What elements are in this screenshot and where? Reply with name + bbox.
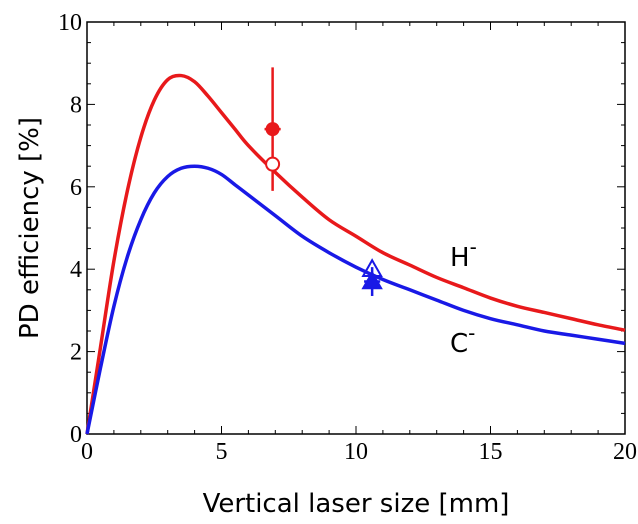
data-points — [264, 67, 383, 296]
label-h-base: H — [450, 243, 470, 273]
label-c-minus: C- — [450, 321, 475, 359]
x-tick-label: 20 — [613, 439, 637, 465]
y-tick-label: 0 — [70, 422, 82, 448]
y-axis-title: PD efficiency [%] — [15, 117, 45, 339]
y-tick-label: 10 — [58, 10, 82, 36]
label-h-sup: - — [470, 235, 477, 259]
label-c-base: C — [450, 329, 468, 359]
series-line-h — [85, 73, 626, 435]
curves — [85, 73, 626, 435]
point-open-triangle — [361, 258, 383, 277]
x-tick-label: 0 — [81, 439, 93, 465]
y-tick-label: 8 — [70, 92, 82, 118]
x-tick-label: 10 — [344, 439, 368, 465]
y-tick-label: 6 — [70, 175, 82, 201]
y-tick-label: 2 — [70, 340, 82, 366]
plot-frame — [86, 21, 626, 435]
series-line-c — [85, 164, 626, 435]
tick-labels: 0 5 10 15 20 0 2 4 6 8 10 — [58, 10, 637, 465]
x-tick-label: 15 — [479, 439, 503, 465]
x-tick-label: 5 — [216, 439, 228, 465]
x-axis-title: Vertical laser size [mm] — [203, 489, 510, 519]
y-tick-label: 4 — [70, 257, 82, 283]
point-open-circle — [265, 156, 281, 172]
axis-ticks — [86, 21, 626, 435]
label-c-sup: - — [468, 321, 475, 345]
point-filled-circle — [265, 122, 280, 137]
point-filled-triangle — [361, 270, 383, 290]
label-h-minus: H- — [450, 235, 477, 273]
